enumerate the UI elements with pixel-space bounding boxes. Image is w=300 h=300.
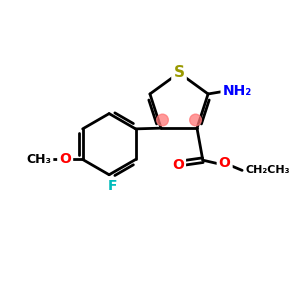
Circle shape <box>157 114 168 126</box>
Text: S: S <box>173 65 184 80</box>
Circle shape <box>190 114 201 126</box>
Text: O: O <box>59 152 71 167</box>
Text: CH₃: CH₃ <box>26 153 52 166</box>
Text: F: F <box>107 179 117 194</box>
Text: O: O <box>219 156 231 170</box>
Text: NH₂: NH₂ <box>223 84 252 98</box>
Text: O: O <box>172 158 184 172</box>
Text: CH₂CH₃: CH₂CH₃ <box>245 165 290 176</box>
